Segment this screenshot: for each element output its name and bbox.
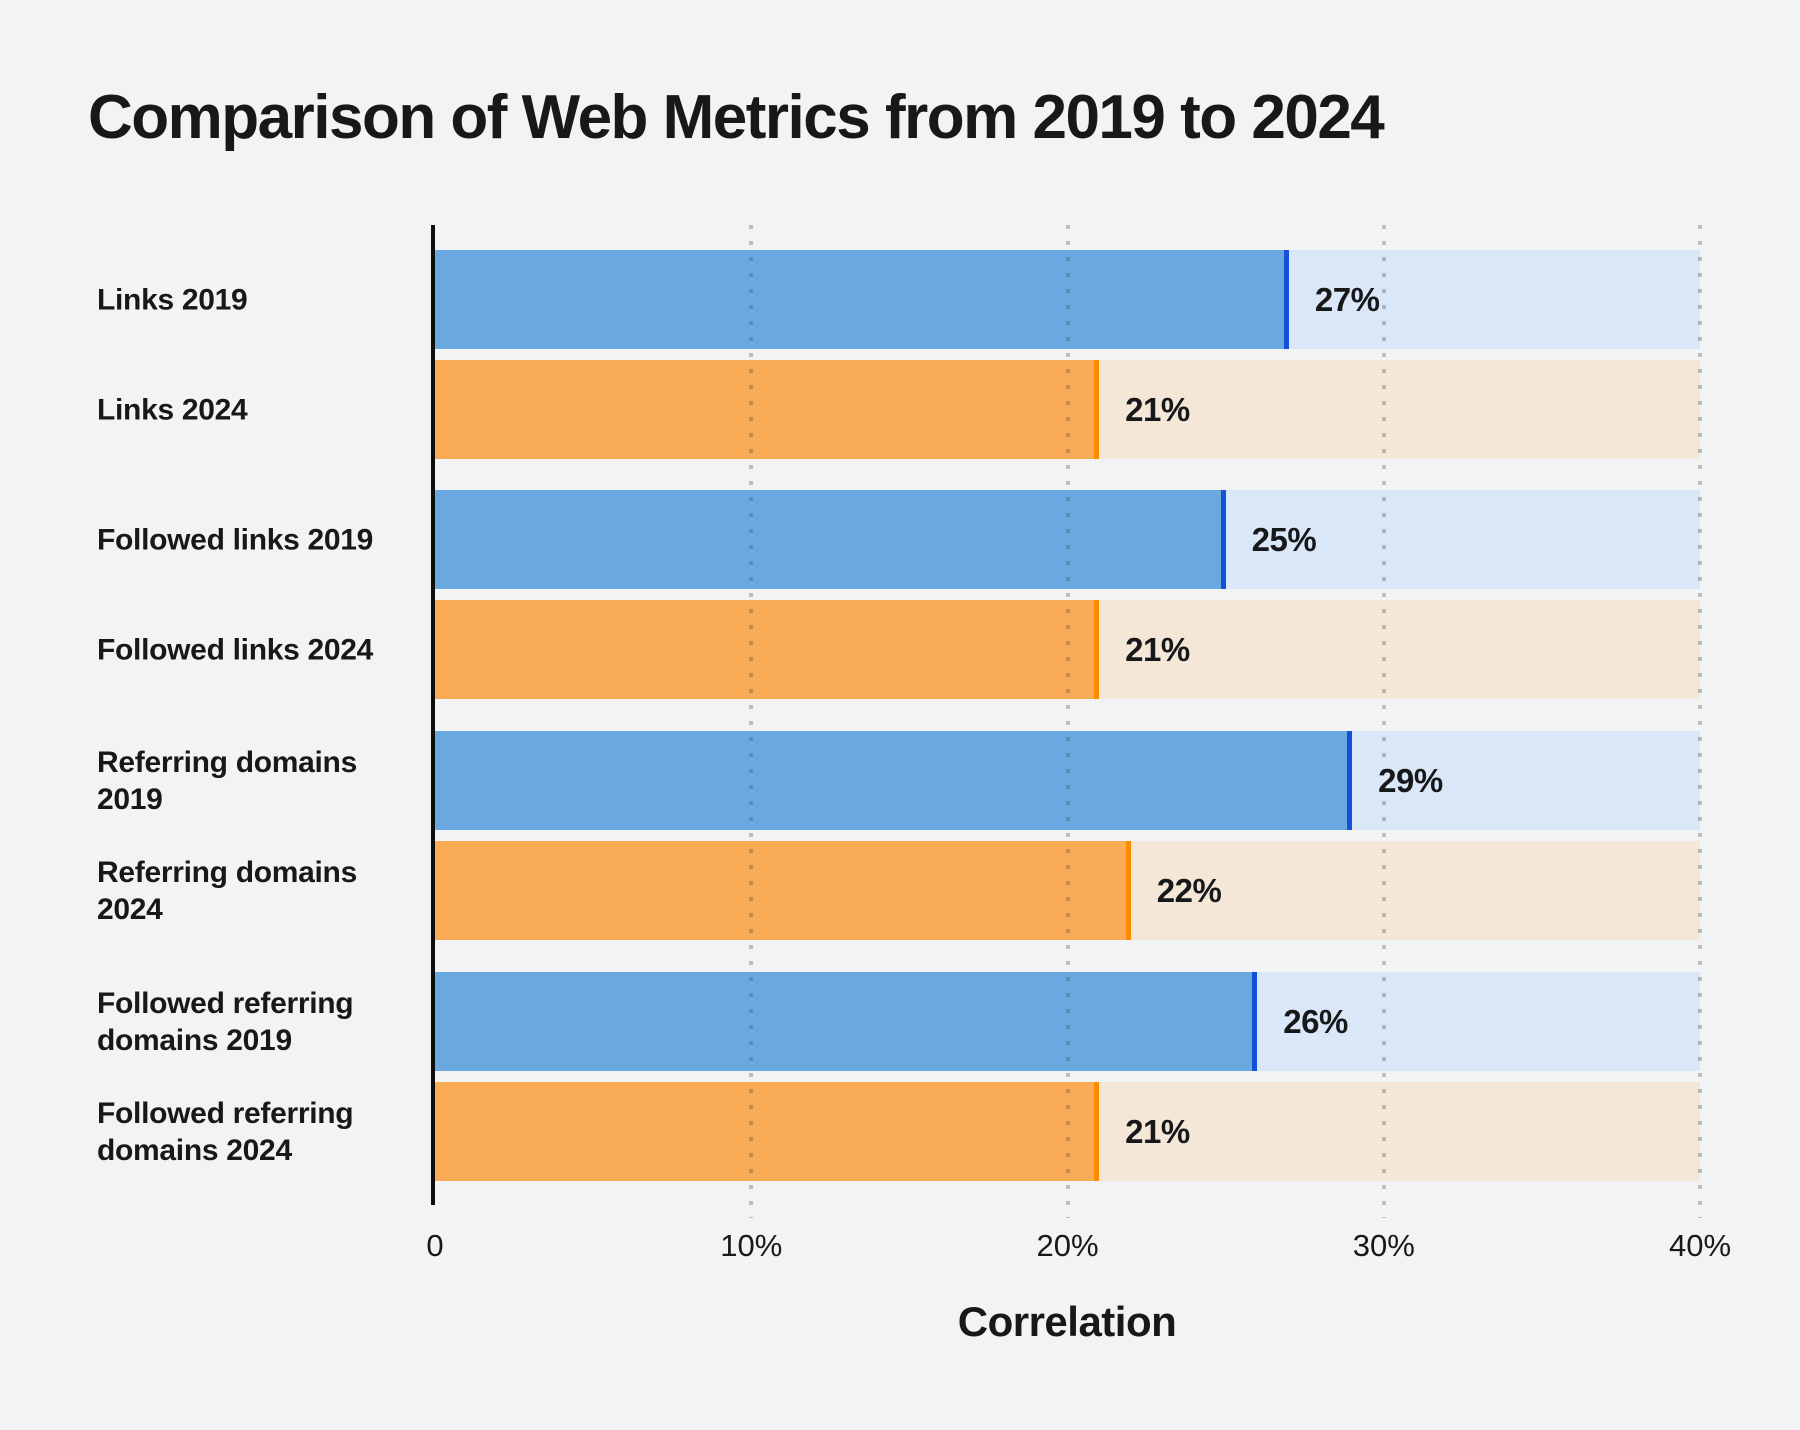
bar-fill	[435, 731, 1353, 830]
value-label: 21%	[1125, 390, 1190, 428]
value-label: 25%	[1251, 520, 1317, 558]
value-label: 29%	[1378, 761, 1443, 799]
gridline	[1698, 225, 1702, 1218]
bar-row: 22%	[435, 841, 1700, 940]
x-tick-label: 30%	[1352, 1228, 1415, 1263]
value-label: 26%	[1283, 1002, 1348, 1040]
value-label: 21%	[1125, 1112, 1190, 1150]
x-tick-label: 10%	[720, 1228, 783, 1263]
value-label: 22%	[1156, 871, 1222, 909]
bar-fill	[435, 360, 1100, 459]
bar-fill	[435, 250, 1289, 349]
bar-row: 26%	[435, 972, 1700, 1071]
y-axis-line	[431, 225, 435, 1205]
category-label: Followed referring domains 2019	[97, 986, 354, 1057]
category-label: Followed links 2024	[97, 633, 374, 666]
bar-fill	[435, 972, 1258, 1071]
bar-row: 25%	[435, 490, 1700, 589]
bar-row: 21%	[435, 360, 1700, 459]
bar-row: 27%	[435, 250, 1700, 349]
category-label: Referring domains 2019	[97, 745, 357, 816]
x-tick-label: 40%	[1668, 1228, 1732, 1263]
chart-title: Comparison of Web Metrics from 2019 to 2…	[88, 83, 1385, 152]
category-label: Followed referring domains 2024	[97, 1096, 354, 1167]
gridline	[749, 225, 754, 1218]
bar-fill	[435, 600, 1100, 699]
category-label: Followed links 2019	[97, 523, 374, 556]
category-label: Links 2019	[97, 283, 248, 316]
bar-fill	[435, 1082, 1100, 1181]
bar-row: 29%	[435, 731, 1700, 830]
value-label: 27%	[1314, 280, 1380, 318]
bar-row: 21%	[435, 1082, 1700, 1181]
x-tick-label: 0	[426, 1228, 444, 1263]
category-label: Links 2024	[97, 393, 248, 426]
bar-fill	[435, 490, 1226, 589]
x-tick-label: 20%	[1036, 1228, 1099, 1263]
bar-fill	[435, 841, 1131, 940]
bar-row: 21%	[435, 600, 1700, 699]
category-label: Referring domains 2024	[97, 855, 357, 926]
gridline	[1381, 225, 1386, 1218]
value-label: 21%	[1125, 630, 1190, 668]
gridline	[1065, 225, 1070, 1218]
x-axis-title: Correlation	[957, 1298, 1177, 1345]
